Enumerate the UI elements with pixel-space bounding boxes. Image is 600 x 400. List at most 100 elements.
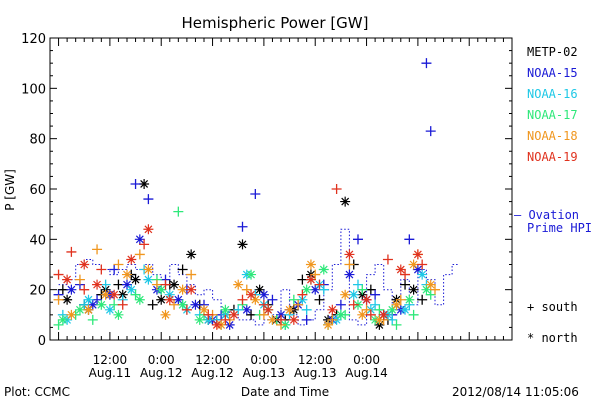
noaa-19-north-point bbox=[92, 279, 103, 290]
noaa-19-north-point bbox=[361, 294, 372, 305]
noaa-15-south-point bbox=[92, 294, 103, 305]
noaa-17-south-point bbox=[109, 299, 120, 310]
noaa-17-north-point bbox=[387, 304, 398, 315]
noaa-18-south-point bbox=[327, 314, 338, 325]
noaa-18-north-point bbox=[284, 304, 295, 315]
noaa-18-south-point bbox=[74, 274, 85, 285]
noaa-15-north-point bbox=[190, 299, 201, 310]
noaa-18-north-point bbox=[357, 309, 368, 320]
footer-credit: Plot: CCMC bbox=[4, 385, 70, 399]
noaa-16-north-point bbox=[400, 304, 411, 315]
metp-02-south-point bbox=[417, 294, 428, 305]
y-tick-label: 40 bbox=[29, 233, 46, 248]
noaa-18-south-point bbox=[361, 304, 372, 315]
x-tick-label-time: 12:00 bbox=[298, 353, 333, 367]
metp-02-north-point bbox=[139, 178, 150, 189]
noaa-15-north-point bbox=[241, 304, 252, 315]
plot-axes: 02040608010012012:00Aug.110:00Aug.1212:0… bbox=[21, 32, 513, 380]
metp-02-north-point bbox=[357, 289, 368, 300]
noaa-16-south-point bbox=[353, 279, 363, 290]
noaa-15-north-point bbox=[276, 309, 286, 320]
noaa-17-north-point bbox=[220, 304, 231, 315]
noaa-15-north-point bbox=[134, 234, 145, 245]
metp-02-north-point bbox=[408, 284, 419, 295]
noaa-16-north-point bbox=[83, 294, 94, 305]
noaa-19-south-point bbox=[53, 269, 64, 280]
noaa-18-north-point bbox=[374, 314, 385, 325]
noaa-15-south-point bbox=[267, 294, 278, 305]
noaa-15-south-point bbox=[335, 299, 346, 310]
noaa-18-south-point bbox=[53, 294, 64, 305]
noaa-19-south-point bbox=[66, 246, 77, 257]
noaa-18-south-point bbox=[430, 284, 440, 295]
metp-02-north-point bbox=[156, 294, 167, 305]
noaa-15-south-point bbox=[130, 178, 141, 189]
noaa-19-south-point bbox=[203, 309, 214, 320]
noaa-17-south-point bbox=[130, 289, 141, 300]
noaa-19-north-point bbox=[344, 249, 355, 260]
noaa-18-south-point bbox=[344, 259, 355, 270]
metp-02-north-point bbox=[254, 284, 265, 295]
noaa-18-south-point bbox=[151, 279, 162, 290]
noaa-18-south-point bbox=[258, 309, 269, 320]
noaa-18-south-point bbox=[169, 299, 180, 310]
noaa-18-north-point bbox=[408, 259, 419, 270]
noaa-19-north-point bbox=[395, 264, 406, 275]
metp-02-north-point bbox=[237, 239, 248, 250]
noaa-19-south-point bbox=[365, 309, 376, 320]
noaa-18-north-point bbox=[340, 289, 351, 300]
noaa-18-north-point bbox=[267, 314, 278, 325]
noaa-19-north-point bbox=[378, 309, 389, 320]
noaa-19-north-point bbox=[228, 309, 239, 320]
noaa-15-south-point bbox=[425, 126, 436, 137]
x-tick-label-date: Aug.13 bbox=[243, 366, 286, 380]
noaa-17-north-point bbox=[318, 264, 329, 275]
noaa-15-north-point bbox=[66, 284, 77, 295]
metp-02-north-point bbox=[340, 196, 351, 207]
x-tick-label-time: 0:00 bbox=[148, 353, 175, 367]
metp-02-south-point bbox=[246, 309, 257, 320]
noaa-19-south-point bbox=[276, 314, 286, 325]
noaa-18-north-point bbox=[66, 309, 77, 320]
noaa-18-north-point bbox=[83, 304, 94, 315]
x-tick-label-date: Aug.12 bbox=[191, 366, 234, 380]
noaa-16-south-point bbox=[387, 314, 398, 325]
chart-title: Hemispheric Power [GW] bbox=[182, 14, 369, 32]
noaa-18-north-point bbox=[425, 279, 436, 290]
noaa-18-south-point bbox=[186, 269, 197, 280]
noaa-15-north-point bbox=[310, 284, 321, 295]
noaa-17-north-point bbox=[421, 284, 432, 295]
x-tick-label-time: 0:00 bbox=[250, 353, 277, 367]
noaa-19-south-point bbox=[314, 279, 325, 290]
noaa-16-south-point bbox=[301, 304, 312, 315]
noaa-19-south-point bbox=[237, 294, 248, 305]
noaa-18-north-point bbox=[143, 264, 154, 275]
x-tick-label-time: 12:00 bbox=[195, 353, 230, 367]
noaa-19-south-point bbox=[348, 299, 359, 310]
metp-02-north-point bbox=[130, 274, 141, 285]
noaa-19-north-point bbox=[186, 284, 197, 295]
noaa-17-north-point bbox=[194, 314, 205, 325]
x-tick-label-date: Aug.12 bbox=[140, 366, 183, 380]
legend-item-noaa-15: NOAA-15 bbox=[527, 66, 578, 80]
metp-02-north-point bbox=[100, 284, 111, 295]
noaa-15-north-point bbox=[258, 289, 269, 300]
noaa-16-north-point bbox=[143, 274, 154, 285]
noaa-19-south-point bbox=[139, 239, 150, 250]
legend-marker-north: * north bbox=[527, 331, 578, 345]
noaa-19-south-point bbox=[220, 314, 231, 325]
noaa-19-south-point bbox=[297, 289, 308, 300]
footer-timestamp: 2012/08/14 11:05:06 bbox=[452, 385, 579, 399]
noaa-19-south-point bbox=[417, 259, 428, 270]
noaa-17-north-point bbox=[57, 314, 68, 325]
noaa-17-south-point bbox=[391, 319, 402, 330]
noaa-19-north-point bbox=[211, 319, 222, 330]
noaa-15-south-point bbox=[301, 314, 312, 325]
noaa-17-south-point bbox=[87, 314, 98, 325]
legend-item-noaa-16: NOAA-16 bbox=[527, 87, 578, 101]
noaa-19-south-point bbox=[96, 264, 107, 275]
noaa-16-south-point bbox=[233, 304, 244, 315]
x-tick-label-time: 12:00 bbox=[93, 353, 128, 367]
metp-02-south-point bbox=[365, 284, 376, 295]
noaa-19-south-point bbox=[258, 299, 269, 310]
